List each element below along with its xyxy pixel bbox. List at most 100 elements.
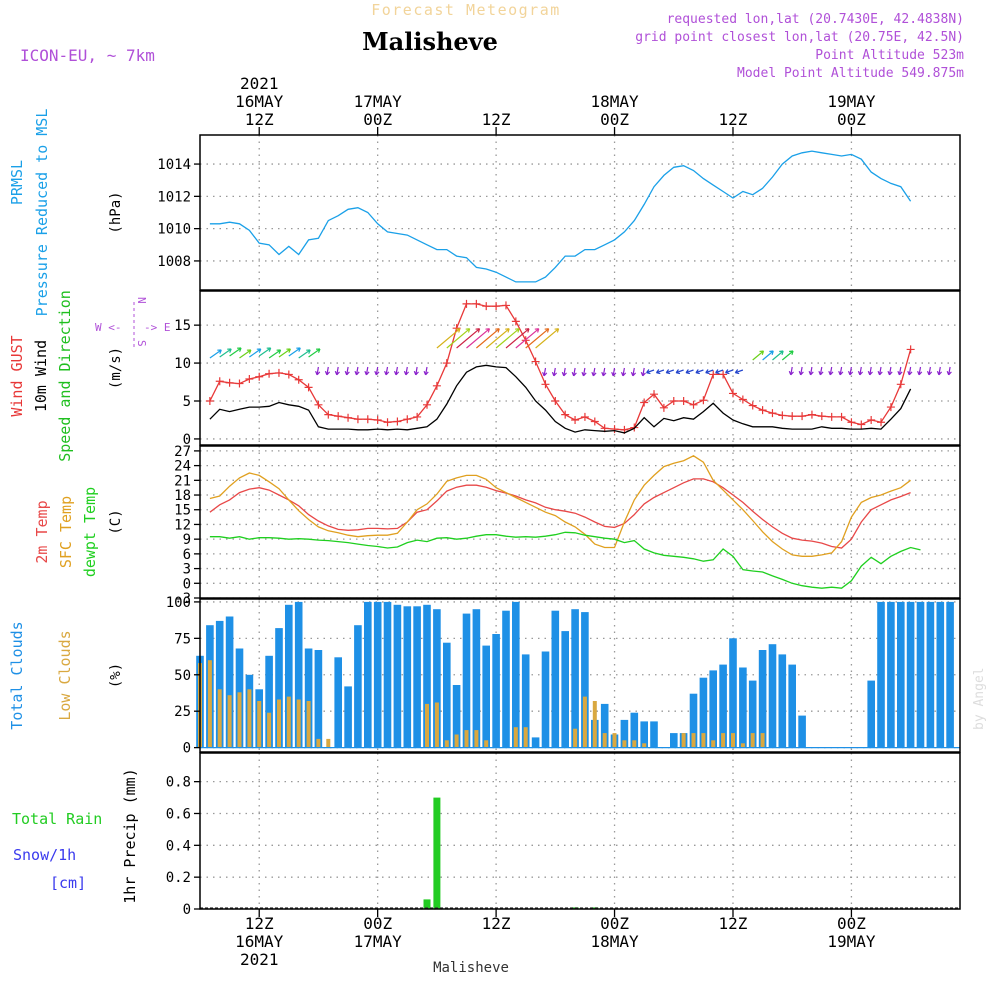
gust-marker	[205, 397, 214, 405]
wind-arrow	[423, 366, 429, 376]
total-cloud-bar	[472, 609, 481, 748]
gust-marker	[383, 418, 392, 427]
y-tick-label: 18	[174, 488, 191, 504]
total-cloud-bar	[433, 609, 441, 748]
bottom-tick-label: 12Z	[482, 914, 511, 933]
low-cloud-bar	[513, 727, 518, 748]
y-tick-label: 15	[174, 503, 191, 519]
wind-arrow	[315, 366, 321, 376]
top-tick-label: 12Z	[719, 110, 748, 129]
requested-coords: requested lon,lat (20.7430E, 42.4838N)	[667, 12, 964, 27]
low-cloud-bar	[760, 733, 765, 748]
total-cloud-bar	[423, 604, 431, 748]
unit-label-clouds: (%)	[108, 663, 124, 688]
temp-label-line3: dewpt Temp	[81, 487, 99, 577]
wind-arrow	[907, 366, 913, 376]
gust-marker	[896, 380, 905, 389]
wind-arrow	[525, 328, 550, 349]
panel-frame	[199, 290, 961, 446]
y-tick-label: 24	[174, 459, 191, 475]
total-cloud-bar	[748, 680, 757, 748]
wind-arrow	[601, 367, 607, 377]
gust-marker	[265, 369, 274, 378]
low-cloud-bar	[592, 701, 597, 748]
gust-marker	[837, 412, 846, 421]
gust-marker	[304, 383, 313, 392]
gust-marker	[353, 415, 362, 424]
y-tick-label: 21	[174, 473, 191, 489]
wind-arrow	[288, 347, 301, 357]
low-cloud-bar	[632, 740, 637, 748]
gust-marker	[561, 410, 570, 419]
total-cloud-bar	[581, 612, 589, 748]
top-tick-label: 19MAY	[827, 92, 876, 111]
gust-marker	[659, 403, 668, 412]
bottom-tick-label: 12Z	[719, 914, 748, 933]
total-cloud-bar	[541, 651, 550, 748]
unit-label-pressure: (hPa)	[108, 191, 124, 233]
gust-marker	[314, 400, 323, 409]
panels: 1008101010121014051015-30369121518212427…	[157, 134, 961, 918]
panel-frame	[199, 445, 961, 599]
temp-label-line1: 2m Temp	[33, 500, 51, 563]
total-cloud-bar	[600, 703, 609, 748]
y-tick-label: 100	[166, 595, 191, 611]
gust-marker	[778, 411, 787, 420]
gust-marker	[640, 398, 649, 407]
wind-arrow	[620, 367, 627, 377]
grid-point-coords: grid point closest lon,lat (20.75E, 42.5…	[635, 30, 964, 45]
gust-marker	[857, 420, 866, 429]
total-cloud-bar	[758, 650, 767, 748]
location-title: Malisheve	[362, 27, 498, 56]
rain-bar	[433, 797, 441, 909]
low-cloud-bar	[247, 689, 252, 748]
bottom-tick-label: 12Z	[245, 914, 274, 933]
total-cloud-bar	[887, 601, 895, 748]
low-cloud-bar	[296, 699, 301, 748]
low-cloud-bar	[434, 702, 439, 748]
y-tick-label: 0	[183, 902, 191, 918]
unit-label-temperature: (C)	[108, 509, 124, 534]
wind-arrow	[640, 367, 646, 377]
low-cloud-bar	[237, 692, 242, 748]
low-cloud-bar	[681, 733, 686, 748]
rain-label: Total Rain	[12, 810, 102, 828]
low-cloud-bar	[691, 733, 696, 748]
gust-marker	[462, 299, 471, 308]
total-cloud-bar	[393, 604, 402, 748]
total-cloud-bar	[561, 631, 569, 748]
model-altitude: Model Point Altitude 549.875m	[737, 66, 964, 81]
gust-marker	[590, 417, 599, 426]
y-tick-label: 5	[183, 394, 191, 410]
wind-arrow	[695, 369, 704, 375]
wind-arrow	[354, 366, 360, 376]
total-cloud-bar	[294, 601, 303, 748]
panel-frame	[199, 134, 961, 291]
low-cloud-bar	[484, 740, 489, 748]
low-cloud-bar	[227, 695, 232, 748]
y-tick-label: 25	[174, 704, 191, 720]
low-cloud-bar	[454, 734, 459, 748]
bottom-tick-label: 19MAY	[827, 932, 876, 951]
total-cloud-bar	[709, 670, 717, 748]
top-tick-label: 00Z	[600, 110, 629, 129]
wind-arrow	[838, 366, 844, 376]
wind-arrow	[551, 367, 558, 377]
wind-arrow	[374, 366, 380, 376]
gust-marker	[541, 380, 550, 389]
wind-arrow	[308, 348, 321, 358]
bottom-tick-label: 18MAY	[590, 932, 639, 951]
total-cloud-bar	[452, 685, 461, 748]
low-cloud-bar	[721, 733, 726, 748]
cloud-label-line1: Total Clouds	[8, 621, 26, 729]
wind-arrow	[828, 366, 834, 376]
total-cloud-bar	[926, 601, 935, 748]
y-tick-label: 1008	[157, 254, 191, 270]
wind-arrow	[630, 367, 637, 377]
wind-arrow	[466, 328, 491, 349]
wind-arrow	[209, 349, 222, 359]
total-cloud-bar	[512, 601, 520, 748]
total-cloud-bar	[285, 604, 293, 748]
